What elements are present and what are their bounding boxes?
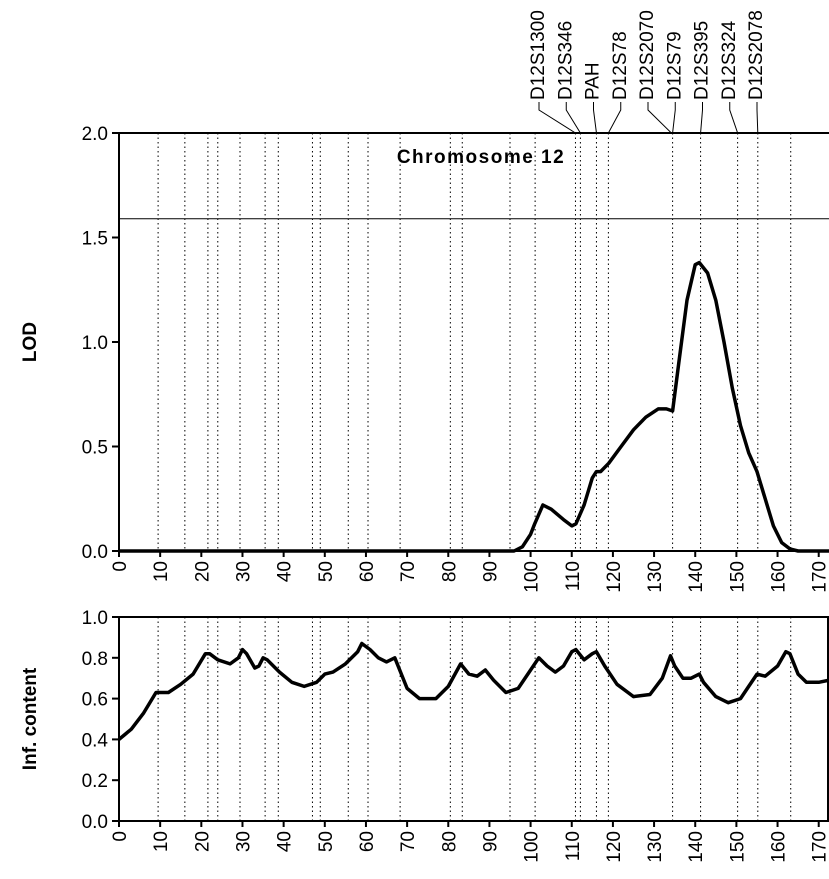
y-tick-label: 0.0 bbox=[82, 542, 108, 563]
x-tick-label: 40 bbox=[275, 561, 296, 582]
y-tick-label: 2.0 bbox=[82, 124, 108, 145]
x-tick-label: 140 bbox=[686, 561, 707, 593]
x-tick-label: 110 bbox=[563, 561, 584, 591]
x-tick-label: 70 bbox=[398, 831, 419, 852]
x-tick-label: 130 bbox=[645, 561, 666, 593]
marker-label: D12S2070 bbox=[637, 10, 658, 100]
x-tick-label: 20 bbox=[192, 561, 213, 582]
marker-label: D12S79 bbox=[664, 31, 685, 100]
marker-label: D12S395 bbox=[692, 21, 713, 100]
marker-label: PAH bbox=[583, 62, 604, 100]
marker-label: D12S346 bbox=[555, 21, 576, 100]
marker-leader bbox=[729, 102, 739, 134]
x-tick-label: 140 bbox=[686, 831, 707, 863]
x-tick-label: 130 bbox=[645, 831, 666, 863]
y-tick-label: 1.0 bbox=[82, 608, 108, 629]
x-tick-label: 170 bbox=[810, 831, 829, 863]
x-tick-label: 90 bbox=[480, 561, 501, 582]
x-tick-label: 70 bbox=[398, 561, 419, 582]
marker-leader bbox=[672, 102, 676, 134]
x-tick-label: 50 bbox=[316, 831, 337, 852]
y-tick-label: 0.2 bbox=[82, 771, 108, 792]
x-tick-label: 100 bbox=[522, 561, 543, 593]
data-line bbox=[119, 260, 829, 553]
x-tick-label: 40 bbox=[275, 831, 296, 852]
x-tick-label: 30 bbox=[233, 561, 254, 582]
x-tick-label: 60 bbox=[357, 561, 378, 582]
marker-leader bbox=[647, 102, 672, 134]
y-tick-label: 1.0 bbox=[82, 333, 108, 354]
y-tick-label: 1.5 bbox=[82, 229, 108, 250]
marker-leader bbox=[700, 102, 703, 134]
marker-label: D12S324 bbox=[719, 20, 740, 100]
y-tick-label: 0.0 bbox=[82, 812, 108, 833]
x-tick-label: 150 bbox=[727, 831, 748, 863]
x-tick-label: 80 bbox=[439, 831, 460, 852]
y-tick-label: 0.4 bbox=[82, 730, 109, 751]
x-tick-label: 10 bbox=[151, 831, 172, 852]
x-tick-label: 0 bbox=[110, 561, 131, 572]
chart-title: Chromosome 12 bbox=[397, 147, 565, 168]
x-tick-label: 80 bbox=[439, 561, 460, 582]
marker-leader bbox=[593, 102, 597, 134]
x-tick-label: 50 bbox=[316, 561, 337, 582]
y-tick-label: 0.8 bbox=[82, 649, 108, 670]
x-tick-label: 120 bbox=[604, 831, 625, 863]
marker-label: D12S2078 bbox=[746, 10, 767, 100]
x-tick-label: 60 bbox=[357, 831, 378, 852]
x-tick-label: 10 bbox=[151, 561, 172, 582]
x-tick-label: 100 bbox=[522, 831, 543, 863]
y-axis-title: Inf. content bbox=[20, 667, 41, 770]
marker-label: D12S1300 bbox=[528, 10, 549, 100]
x-tick-label: 170 bbox=[810, 561, 829, 593]
marker-leader bbox=[565, 102, 581, 134]
x-tick-label: 150 bbox=[727, 561, 748, 593]
y-tick-label: 0.6 bbox=[82, 690, 108, 711]
marker-leader bbox=[607, 102, 622, 134]
x-tick-label: 160 bbox=[769, 831, 790, 863]
y-axis-title: LOD bbox=[20, 322, 41, 362]
x-tick-label: 30 bbox=[233, 831, 254, 852]
x-tick-label: 120 bbox=[604, 561, 625, 593]
data-line bbox=[117, 641, 829, 741]
x-tick-label: 0 bbox=[110, 831, 131, 842]
x-tick-label: 20 bbox=[192, 831, 213, 852]
marker-leader bbox=[756, 102, 759, 134]
y-tick-label: 0.5 bbox=[82, 438, 108, 459]
marker-label: D12S78 bbox=[610, 31, 631, 100]
x-tick-label: 90 bbox=[480, 831, 501, 852]
marker-leader bbox=[538, 102, 576, 134]
x-tick-label: 160 bbox=[769, 561, 790, 593]
x-tick-label: 110 bbox=[563, 831, 584, 861]
